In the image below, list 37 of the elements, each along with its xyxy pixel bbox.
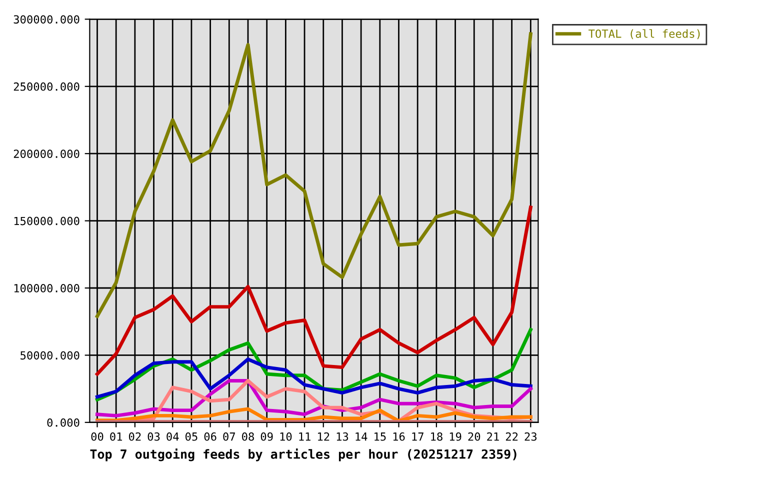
legend-label: TOTAL (all feeds) — [588, 29, 700, 40]
line-series — [96, 407, 532, 422]
x-tick-label: 15 — [374, 432, 386, 441]
x-tick-label: 13 — [336, 432, 348, 441]
x-tick-label: 06 — [204, 432, 216, 441]
y-tick-label: 0.000 — [47, 418, 80, 427]
y-tick-label: 50000.000 — [20, 351, 80, 360]
x-tick-label: 04 — [166, 432, 179, 441]
x-tick-label: 08 — [242, 432, 254, 441]
x-tick-label: 07 — [223, 432, 236, 441]
x-tick-label: 09 — [260, 432, 273, 441]
y-tick-label: 200000.000 — [14, 150, 80, 158]
x-tick-label: 22 — [506, 432, 518, 441]
x-axis-title: Top 7 outgoing feeds by articles per hour (20251217 2359) — [90, 448, 516, 462]
x-tick-label: 18 — [431, 432, 442, 441]
x-tick-label: 03 — [148, 432, 160, 441]
x-tick-label: 21 — [487, 432, 499, 441]
line-series — [96, 357, 532, 399]
x-tick-label: 16 — [393, 432, 405, 441]
line-series — [96, 206, 532, 376]
x-tick-label: 05 — [185, 432, 198, 441]
x-tick-label: 20 — [468, 432, 480, 441]
x-tick-label: 00 — [91, 432, 104, 441]
x-tick-label: 01 — [110, 432, 122, 441]
x-tick-label: 12 — [318, 432, 330, 441]
x-tick-label: 19 — [450, 432, 462, 441]
x-tick-label: 14 — [356, 432, 368, 441]
x-tick-label: 02 — [128, 432, 141, 441]
y-tick-label: 250000.000 — [14, 82, 80, 91]
y-tick-label: 300000.000 — [14, 15, 80, 24]
x-tick-label: 23 — [524, 432, 537, 441]
x-tick-label: 17 — [412, 432, 424, 441]
line-series — [96, 32, 532, 318]
x-tick-label: 10 — [280, 432, 292, 441]
y-tick-label: 150000.000 — [14, 216, 80, 226]
x-tick-label: 11 — [299, 432, 310, 441]
y-tick-label: 100000.000 — [14, 284, 80, 292]
